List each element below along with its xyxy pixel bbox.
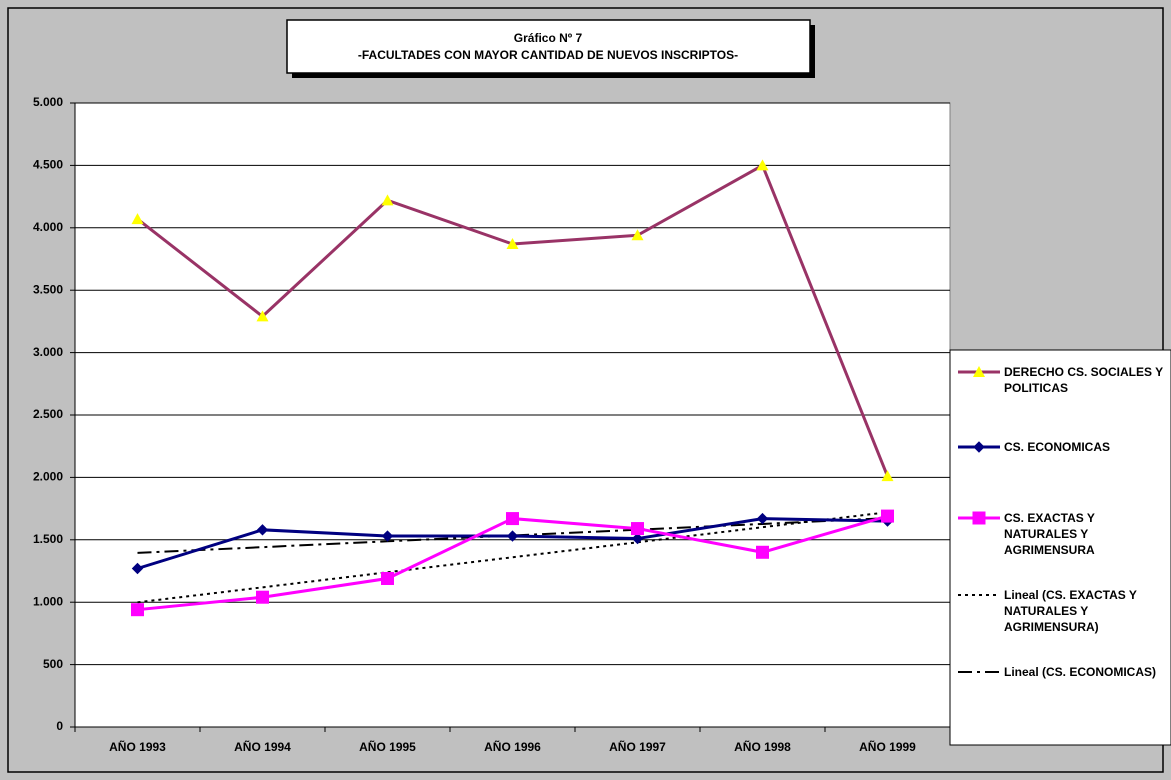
legend-label: DERECHO CS. SOCIALES Y POLITICAS — [1004, 365, 1163, 395]
y-tick-label: 3.000 — [33, 345, 63, 359]
legend-marker — [973, 441, 985, 453]
y-tick-label: 1.000 — [33, 594, 63, 608]
y-tick-label: 5.000 — [33, 95, 63, 109]
x-tick-label: AÑO 1993 — [109, 739, 166, 754]
data-point — [131, 213, 144, 225]
legend-label: CS. ECONOMICAS — [1004, 440, 1111, 454]
data-point — [756, 545, 769, 559]
y-tick-label: 0 — [56, 719, 63, 733]
title-box — [286, 19, 811, 74]
data-point — [506, 512, 519, 526]
chart-title: Gráfico Nº 7 — [514, 31, 583, 45]
legend-box — [949, 349, 1171, 746]
y-tick-label: 500 — [43, 657, 63, 671]
x-tick-label: AÑO 1996 — [484, 739, 541, 754]
y-tick-label: 4.500 — [33, 158, 63, 172]
data-point — [881, 509, 894, 523]
y-tick-label: 2.000 — [33, 470, 63, 484]
y-tick-label: 3.500 — [33, 282, 63, 296]
data-point — [256, 524, 269, 536]
data-point — [381, 194, 394, 206]
data-point — [506, 238, 519, 250]
data-point — [131, 603, 144, 617]
legend-marker — [972, 511, 986, 525]
y-tick-label: 2.500 — [33, 407, 63, 421]
data-point — [631, 229, 644, 241]
data-point — [256, 310, 269, 322]
x-tick-label: AÑO 1998 — [734, 739, 791, 754]
x-tick-label: AÑO 1997 — [609, 739, 666, 754]
legend-label: Lineal (CS. EXACTAS Y NATURALES Y AGRIME… — [1004, 588, 1137, 634]
x-tick-label: AÑO 1994 — [234, 739, 291, 754]
data-point — [381, 571, 394, 585]
data-point — [881, 470, 894, 482]
data-point — [381, 530, 394, 542]
x-tick-label: AÑO 1995 — [359, 739, 416, 754]
data-point — [131, 562, 144, 575]
legend-label: CS. EXACTAS Y NATURALES Y AGRIMENSURA — [1004, 511, 1095, 557]
data-point — [756, 512, 769, 525]
data-point — [256, 590, 269, 604]
legend-marker — [973, 366, 985, 377]
x-tick-label: AÑO 1999 — [859, 739, 916, 754]
y-tick-label: 1.500 — [33, 532, 63, 546]
data-point — [756, 159, 769, 171]
legend-label: Lineal (CS. ECONOMICAS) — [1004, 665, 1157, 679]
data-point — [506, 530, 519, 542]
data-point — [631, 522, 644, 536]
y-tick-label: 4.000 — [33, 220, 63, 234]
chart-subtitle: -FACULTADES CON MAYOR CANTIDAD DE NUEVOS… — [358, 48, 738, 62]
data-point — [631, 532, 644, 545]
